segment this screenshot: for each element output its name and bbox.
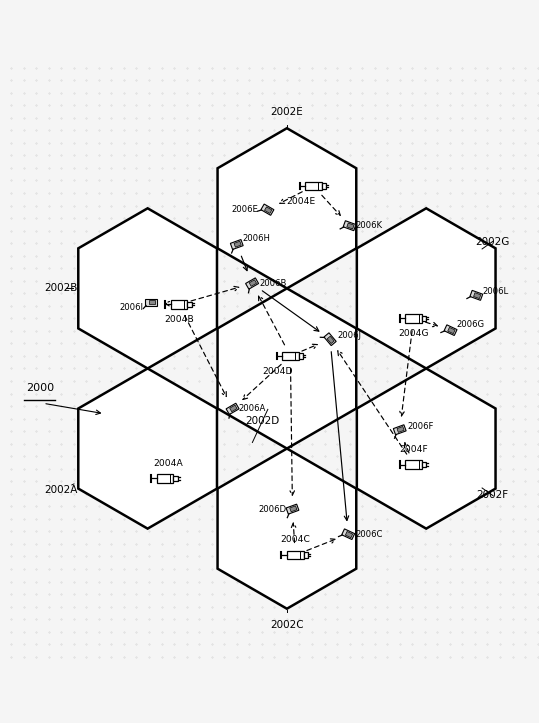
Polygon shape <box>218 128 356 288</box>
Text: 2002E: 2002E <box>271 107 303 117</box>
Text: 2004E: 2004E <box>286 197 315 206</box>
Text: 2004C: 2004C <box>280 535 310 544</box>
Bar <box>405 461 422 469</box>
Polygon shape <box>249 280 257 286</box>
Text: 2004G: 2004G <box>398 329 429 338</box>
Text: 2002F: 2002F <box>476 490 508 500</box>
Text: 2006D: 2006D <box>259 505 287 513</box>
Polygon shape <box>230 239 243 249</box>
Bar <box>287 551 303 560</box>
Polygon shape <box>393 425 406 435</box>
Polygon shape <box>448 328 455 334</box>
Bar <box>188 301 192 307</box>
Text: 2000: 2000 <box>26 383 54 393</box>
Bar <box>299 354 303 359</box>
Polygon shape <box>397 427 404 432</box>
Polygon shape <box>347 223 354 229</box>
Text: 2004F: 2004F <box>399 445 428 454</box>
Bar <box>422 462 426 467</box>
Polygon shape <box>234 241 241 247</box>
Bar <box>303 552 308 558</box>
Text: 2006J: 2006J <box>337 331 362 341</box>
Text: 2006H: 2006H <box>243 234 270 244</box>
Polygon shape <box>357 208 495 369</box>
Polygon shape <box>286 504 299 514</box>
Polygon shape <box>246 278 259 289</box>
Polygon shape <box>78 208 217 369</box>
Polygon shape <box>470 291 483 300</box>
Polygon shape <box>146 299 157 306</box>
Polygon shape <box>218 288 356 448</box>
Text: 2006I: 2006I <box>120 304 143 312</box>
Polygon shape <box>290 506 297 512</box>
Text: 2004B: 2004B <box>164 315 194 324</box>
Bar <box>170 300 188 309</box>
Polygon shape <box>230 405 237 411</box>
Bar <box>174 476 178 482</box>
Text: 2002B: 2002B <box>44 283 77 294</box>
Bar <box>282 351 299 360</box>
Text: 2002D: 2002D <box>245 416 280 426</box>
Text: 2002A: 2002A <box>44 485 77 495</box>
Text: 2004A: 2004A <box>154 458 183 468</box>
Polygon shape <box>474 293 481 299</box>
Polygon shape <box>218 448 356 609</box>
Polygon shape <box>444 325 457 335</box>
Text: 2002G: 2002G <box>475 236 509 247</box>
Polygon shape <box>342 529 355 539</box>
Text: 2006A: 2006A <box>238 404 266 414</box>
Polygon shape <box>265 207 272 213</box>
Polygon shape <box>226 403 239 414</box>
Bar <box>157 474 174 483</box>
Text: 2006F: 2006F <box>407 422 434 431</box>
Polygon shape <box>78 369 217 529</box>
Polygon shape <box>327 336 334 343</box>
Polygon shape <box>261 204 274 215</box>
Polygon shape <box>343 221 356 231</box>
Polygon shape <box>324 333 336 346</box>
Text: 2006B: 2006B <box>259 279 287 288</box>
Text: 2002C: 2002C <box>270 620 303 630</box>
Polygon shape <box>357 369 495 529</box>
Bar <box>405 314 422 322</box>
Text: 2006L: 2006L <box>483 287 509 296</box>
Text: 2006E: 2006E <box>232 205 259 214</box>
Bar <box>305 181 322 190</box>
Text: 2004D: 2004D <box>262 367 293 376</box>
Bar <box>422 315 426 321</box>
Text: 2006C: 2006C <box>355 530 383 539</box>
Text: 2006G: 2006G <box>456 320 484 329</box>
Bar <box>322 183 326 189</box>
Polygon shape <box>149 300 155 304</box>
Text: 2006K: 2006K <box>356 221 383 230</box>
Polygon shape <box>345 531 353 538</box>
